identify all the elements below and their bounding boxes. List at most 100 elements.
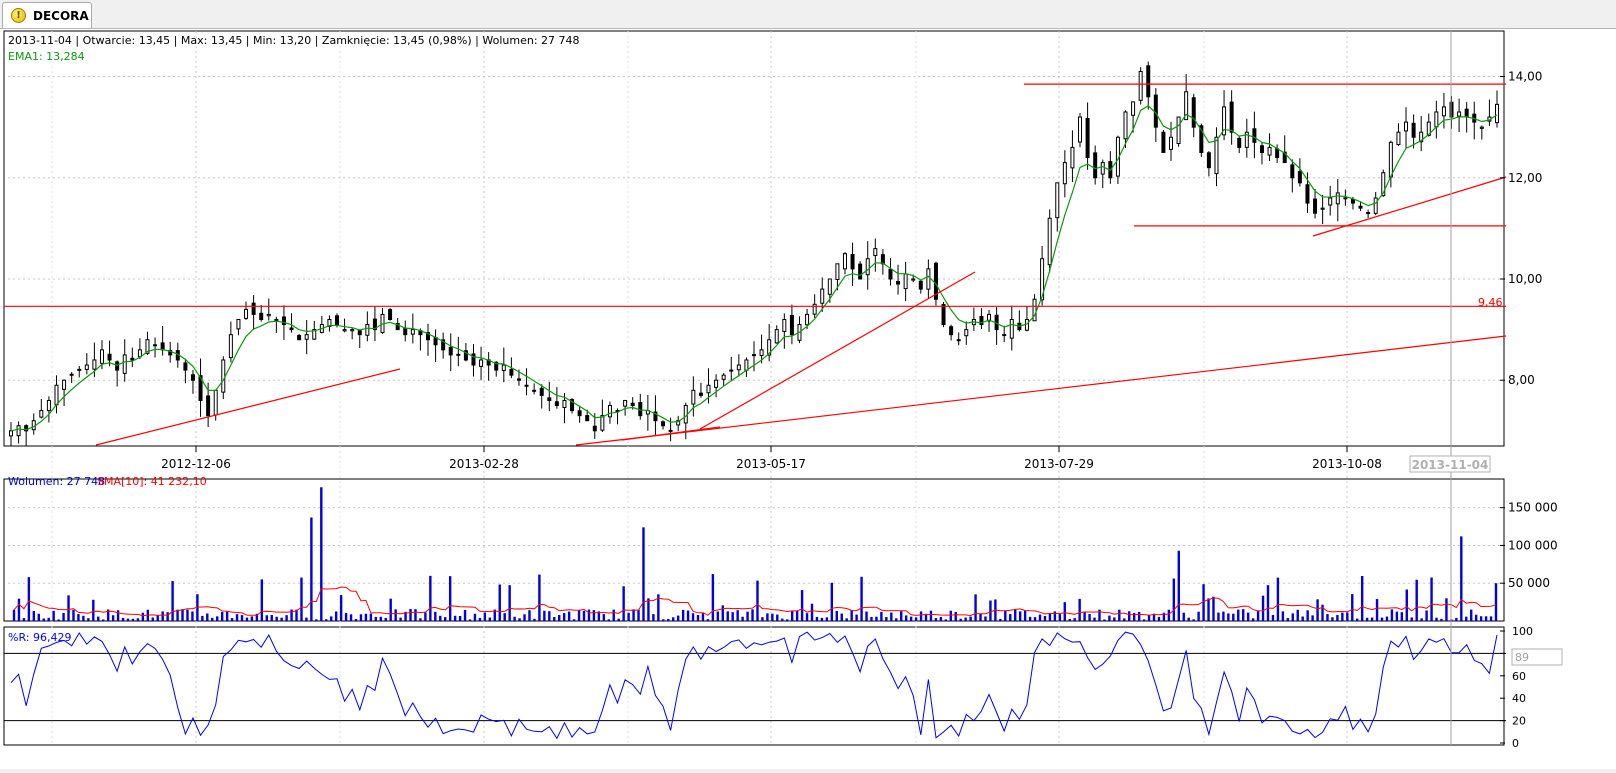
volume-bar — [989, 600, 992, 621]
volume-bar — [681, 609, 685, 621]
volume-bar — [453, 615, 457, 621]
candle-body — [1229, 101, 1234, 133]
volume-bar — [562, 613, 566, 621]
volume-bar — [1177, 550, 1180, 621]
volume-bar — [1192, 619, 1195, 621]
candle-body — [842, 253, 847, 270]
trendline — [699, 271, 976, 430]
volume-bar — [1420, 618, 1423, 621]
volume-bar — [330, 616, 333, 621]
candle-body — [1184, 91, 1189, 121]
volume-bar — [1365, 617, 1369, 621]
volume-bar — [1336, 615, 1339, 621]
candle-body — [964, 329, 969, 337]
volume-bar — [533, 618, 536, 621]
candle-body — [911, 278, 916, 281]
candle-body — [1032, 298, 1037, 322]
volume-bar — [121, 617, 125, 621]
volume-bar — [260, 579, 264, 621]
tab-decora[interactable]: ! DECORA — [2, 2, 92, 28]
wr-layer — [4, 631, 1506, 740]
volume-bar — [1172, 578, 1176, 621]
candle-body — [1100, 162, 1105, 175]
candle-body — [198, 375, 203, 401]
wr-line — [10, 631, 1498, 740]
volume-bar — [761, 617, 764, 621]
volume-bar — [1301, 616, 1304, 621]
candle-body — [1009, 318, 1014, 339]
candle-body — [54, 384, 59, 406]
volume-bar — [1390, 609, 1394, 621]
candle-body — [782, 318, 787, 332]
volume-bar — [1147, 615, 1151, 621]
candle-body — [987, 313, 992, 322]
volume-bar — [1078, 598, 1081, 621]
volume-bar — [1311, 615, 1314, 621]
volume-bar — [1494, 583, 1498, 621]
volume-bar — [12, 609, 16, 621]
volume-bar — [245, 617, 249, 621]
volume-bar — [290, 609, 293, 621]
volume-bar — [934, 618, 938, 621]
volume-bar — [1276, 577, 1280, 621]
candle-body — [1297, 171, 1302, 184]
volume-bar — [1068, 618, 1071, 621]
volume-bar — [1440, 618, 1443, 621]
candle-body — [744, 359, 749, 371]
volume-bar — [1217, 612, 1220, 621]
ema-line — [10, 105, 1498, 432]
volume-bar — [1152, 613, 1156, 621]
volume-bar — [1103, 619, 1106, 621]
volume-bar — [1256, 610, 1260, 621]
candle-body — [759, 349, 764, 357]
candle-body — [600, 415, 605, 431]
volume-bar — [1246, 612, 1250, 621]
volume-bar — [731, 612, 734, 621]
volume-bar — [825, 617, 829, 621]
volume-bar — [642, 527, 645, 621]
volume-bar — [156, 615, 159, 621]
volume-bar — [1286, 618, 1290, 621]
price-tick-label: 14,00 — [1508, 70, 1542, 84]
candle-body — [1131, 101, 1136, 116]
volume-bar — [1167, 609, 1171, 621]
volume-bar — [1073, 618, 1076, 621]
volume-bar — [592, 610, 596, 621]
candle-body — [736, 364, 741, 371]
volume-bar — [914, 617, 918, 621]
volume-bar — [855, 614, 858, 621]
candle-body — [729, 369, 734, 372]
tab-bar: ! DECORA — [0, 0, 1616, 29]
candle-body — [774, 329, 779, 344]
volume-bar — [1202, 584, 1205, 621]
volume-bar — [1460, 536, 1463, 621]
volume-bar — [1435, 617, 1438, 621]
candle-body — [137, 349, 142, 358]
x-tick-label: 2012-12-06 — [161, 457, 231, 471]
candle-body — [1206, 152, 1211, 169]
volume-bar — [1261, 595, 1265, 621]
candle-body — [281, 316, 286, 326]
volume-bar — [1227, 613, 1230, 621]
chart-area[interactable]: 2012-12-06 2013-02-28 2013-05-17 2013-07-29… — [0, 29, 1616, 769]
candle-body — [145, 339, 150, 354]
candle-body — [441, 339, 446, 351]
candle-body — [1275, 148, 1280, 159]
candle-body — [789, 314, 794, 336]
volume-bar — [1415, 579, 1418, 621]
candle-body — [206, 395, 211, 417]
candle-body — [926, 268, 931, 290]
candle-body — [1282, 151, 1287, 164]
sma-label: SMA[10]: 41 232,10 — [97, 475, 207, 488]
price-layer — [4, 61, 1507, 447]
candle-body — [1343, 197, 1348, 200]
volume-bar — [567, 611, 571, 621]
volume-bar — [538, 574, 541, 621]
stock-chart[interactable]: 2012-12-06 2013-02-28 2013-05-17 2013-07-29… — [0, 29, 1616, 769]
volume-bar — [92, 599, 95, 621]
volume-bar — [201, 615, 204, 621]
candle-body — [1495, 103, 1499, 124]
candle-body — [896, 281, 901, 285]
volume-bar — [1306, 610, 1309, 621]
volume-bar — [1038, 614, 1042, 621]
